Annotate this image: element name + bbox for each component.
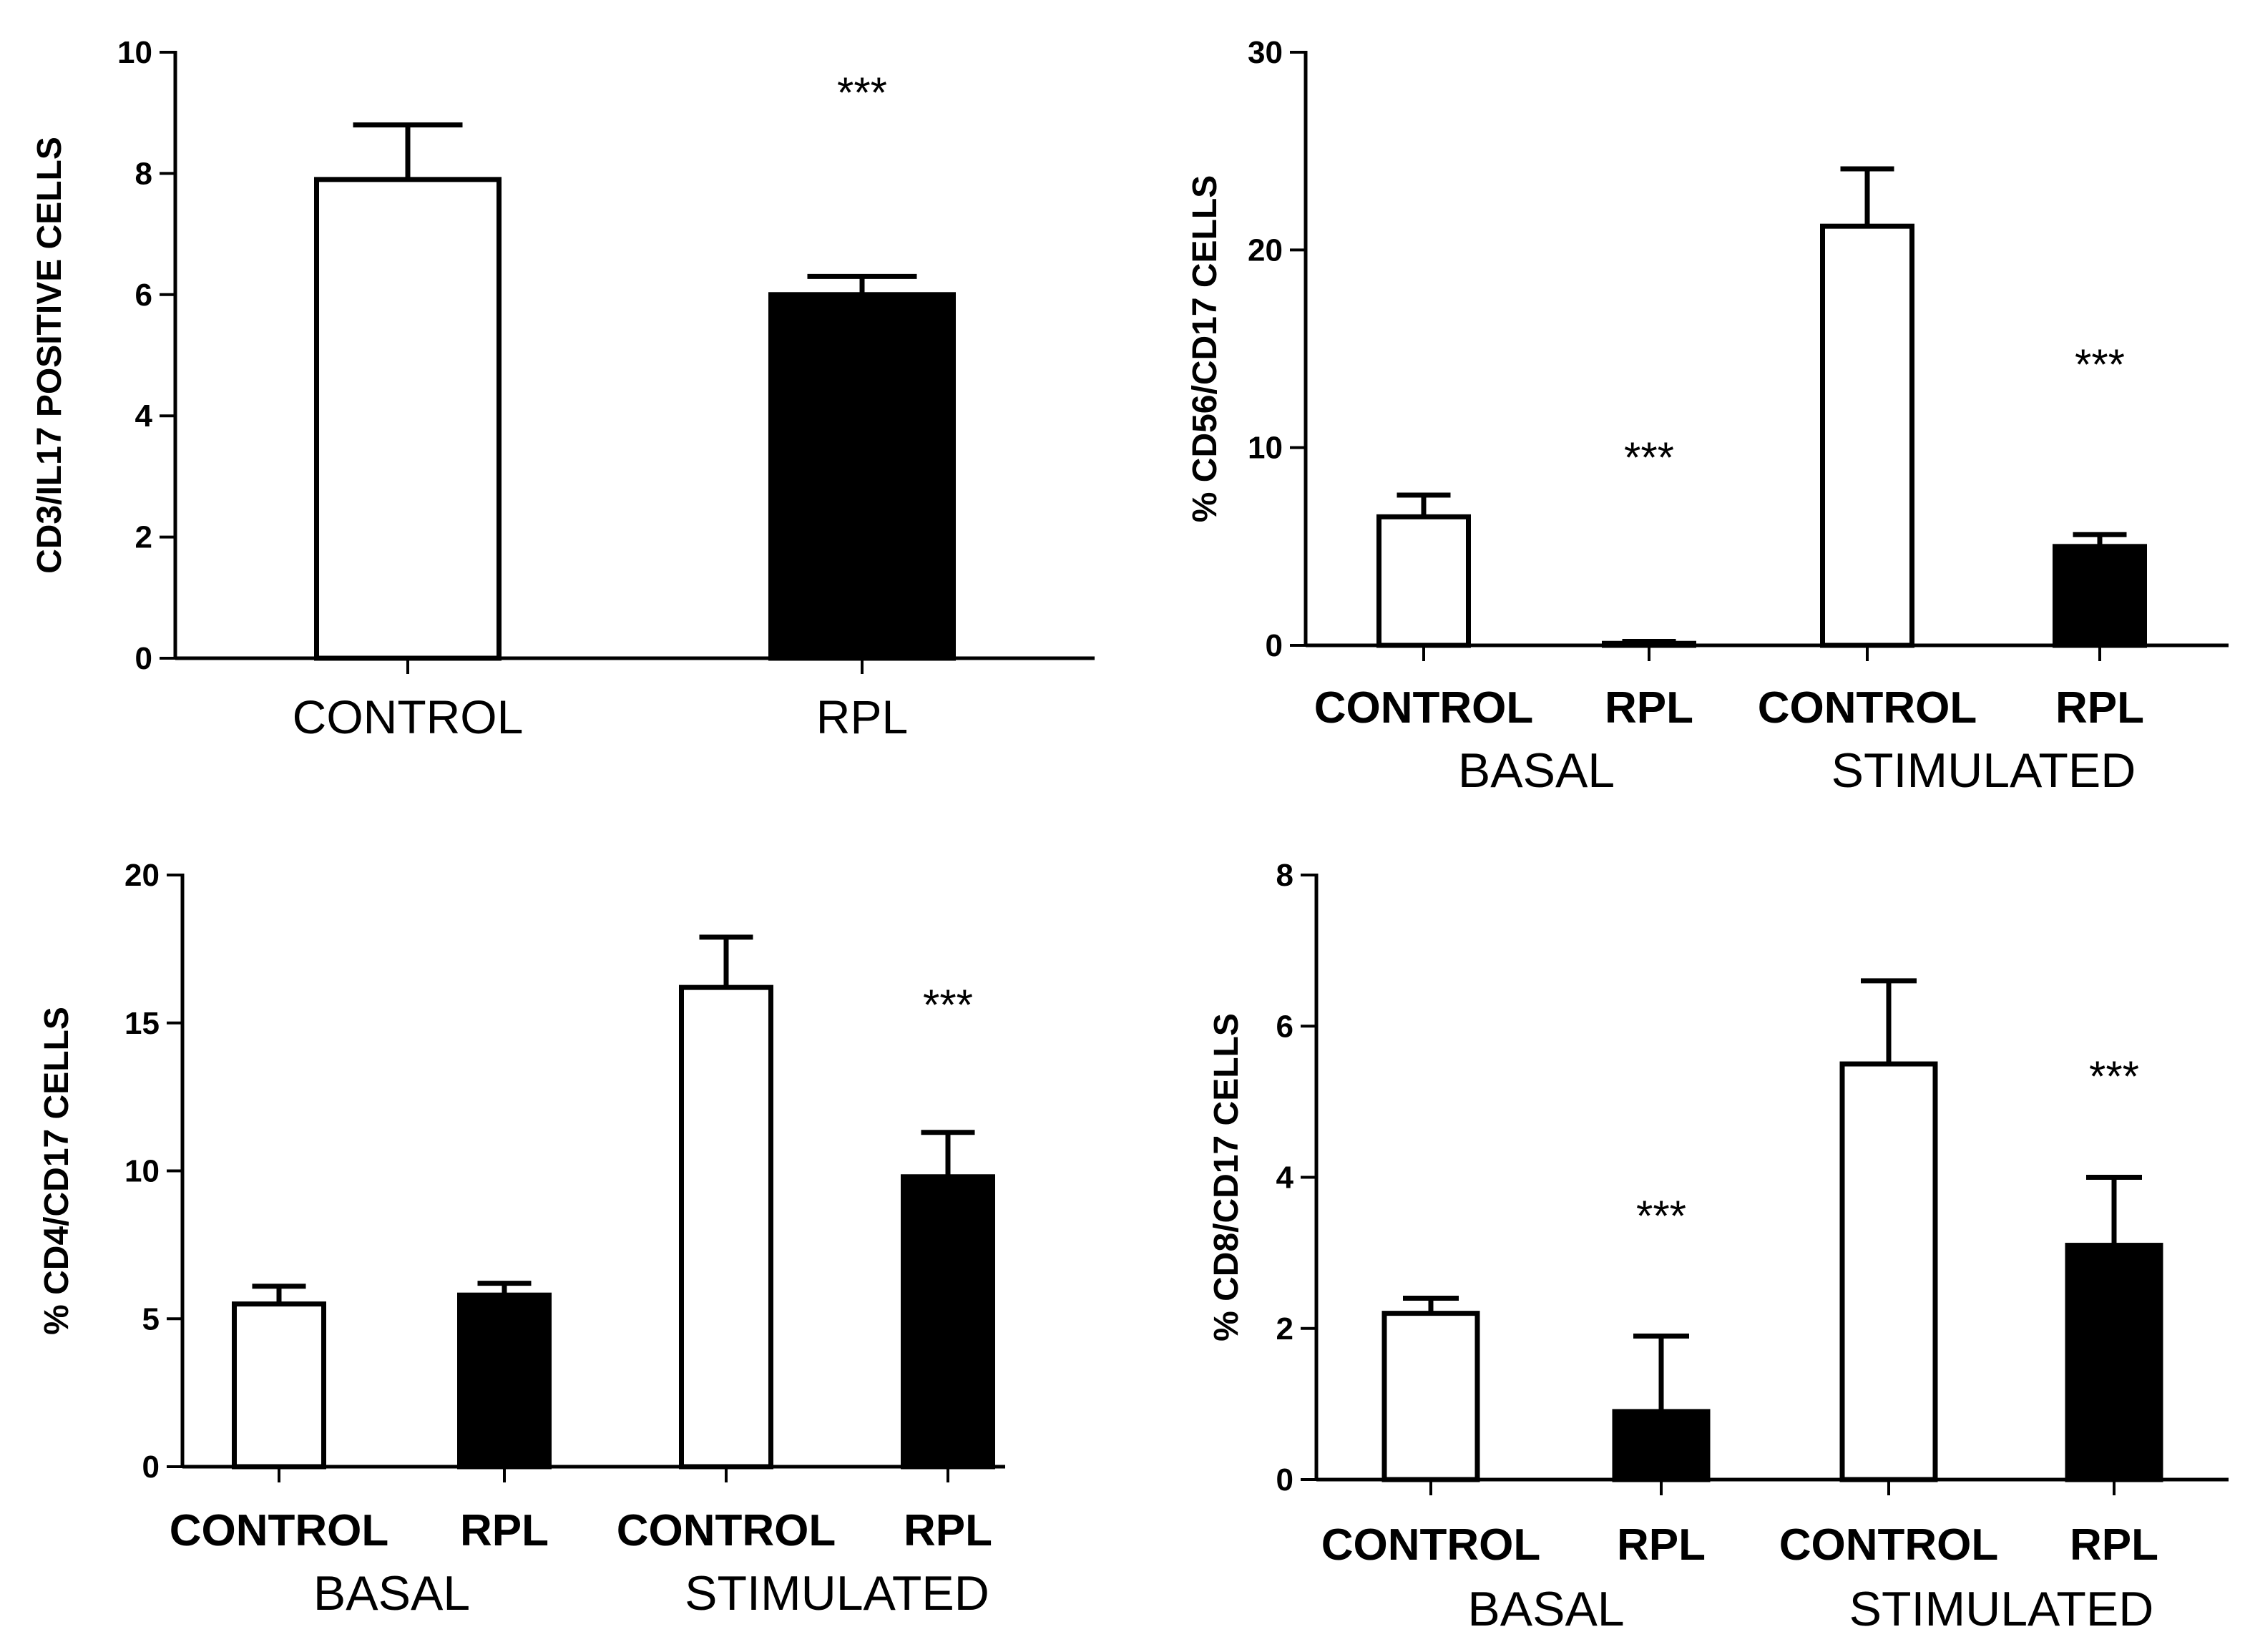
y-tick-label: 10 xyxy=(117,35,152,70)
y-tick-label: 10 xyxy=(1248,431,1283,466)
y-tick-label: 30 xyxy=(1248,35,1283,70)
significance-mark: *** xyxy=(2075,341,2125,388)
panel-bottom-right: CONTROL RPL *** CONTROL RPL *** BASAL STIMULATE… xyxy=(1208,858,2229,1636)
bar-control-basal xyxy=(1381,1311,1480,1482)
bar-rpl-basal xyxy=(457,1292,552,1470)
y-tick-label: 6 xyxy=(1276,1009,1293,1044)
y-tick-label: 15 xyxy=(124,1006,160,1041)
significance-mark: *** xyxy=(1636,1192,1686,1240)
y-tick-label: 4 xyxy=(135,399,153,434)
panel-bottom-left: CONTROL RPL CONTROL RPL *** BASAL STIMULATED 0 5… xyxy=(38,858,1005,1621)
significance-mark: *** xyxy=(2089,1052,2139,1100)
category-label: CONTROL xyxy=(293,690,524,743)
y-tick-label: 0 xyxy=(1266,628,1283,663)
category-label: CONTROL xyxy=(617,1506,836,1555)
bar-control-stimulated xyxy=(1820,223,1914,648)
group-label-stimulated: STIMULATED xyxy=(685,1566,989,1621)
y-tick-label: 4 xyxy=(1276,1160,1294,1196)
y-axis-title: % CD56/CD17 CELLS xyxy=(1186,175,1224,522)
y-tick-label: 8 xyxy=(1276,858,1293,893)
category-label: CONTROL xyxy=(1758,683,1977,733)
significance-mark: *** xyxy=(837,69,887,117)
category-label: CONTROL xyxy=(1314,683,1534,733)
significance-mark: *** xyxy=(1624,434,1674,482)
y-tick-label: 2 xyxy=(135,520,152,555)
y-tick-label: 0 xyxy=(142,1450,160,1485)
category-label: CONTROL xyxy=(1779,1520,1999,1570)
y-tick-label: 20 xyxy=(1248,233,1283,268)
group-label-stimulated: STIMULATED xyxy=(1849,1582,2154,1636)
group-label-basal: BASAL xyxy=(313,1566,470,1621)
y-tick-label: 0 xyxy=(1276,1462,1293,1497)
category-label: RPL xyxy=(816,690,908,743)
category-label: RPL xyxy=(1605,683,1693,733)
y-tick-label: 2 xyxy=(1276,1311,1293,1346)
y-tick-label: 6 xyxy=(135,278,152,313)
category-label: CONTROL xyxy=(1321,1520,1541,1570)
y-tick-label: 8 xyxy=(135,156,152,191)
bar-rpl xyxy=(768,292,956,661)
group-label-stimulated: STIMULATED xyxy=(1831,743,2136,798)
panel-top-left: CONTROL RPL *** 0 2 4 6 8 10 CD3/IL17 POSITIVE CE… xyxy=(31,35,1095,743)
group-label-basal: BASAL xyxy=(1467,1582,1624,1636)
category-label: RPL xyxy=(1617,1520,1706,1570)
y-tick-label: 0 xyxy=(135,641,152,676)
bar-control xyxy=(314,177,502,661)
y-tick-label: 10 xyxy=(124,1154,160,1189)
category-label: RPL xyxy=(904,1506,992,1555)
y-axis-title: CD3/IL17 POSITIVE CELLS xyxy=(31,137,69,574)
bar-control-basal xyxy=(232,1301,326,1470)
category-label: CONTROL xyxy=(170,1506,389,1555)
bar-rpl-stimulated xyxy=(2065,1243,2163,1482)
significance-mark: *** xyxy=(923,981,973,1029)
y-tick-label: 20 xyxy=(124,858,160,893)
category-label: RPL xyxy=(2070,1520,2158,1570)
bar-rpl-stimulated xyxy=(901,1174,995,1470)
category-label: RPL xyxy=(460,1506,549,1555)
category-label: RPL xyxy=(2055,683,2144,733)
y-axis-title: % CD4/CD17 CELLS xyxy=(38,1007,76,1335)
bar-control-stimulated xyxy=(1839,1061,1938,1482)
bar-control-stimulated xyxy=(679,984,773,1470)
bar-rpl-basal xyxy=(1612,1409,1711,1482)
panel-top-right: CONTROL RPL *** CONTROL RPL *** BASAL STIMULATE… xyxy=(1186,35,2229,798)
group-label-basal: BASAL xyxy=(1458,743,1615,798)
y-axis-title: % CD8/CD17 CELLS xyxy=(1208,1013,1246,1341)
bar-rpl-stimulated xyxy=(2053,544,2147,648)
bar-control-basal xyxy=(1376,514,1471,648)
y-tick-label: 5 xyxy=(142,1301,160,1336)
